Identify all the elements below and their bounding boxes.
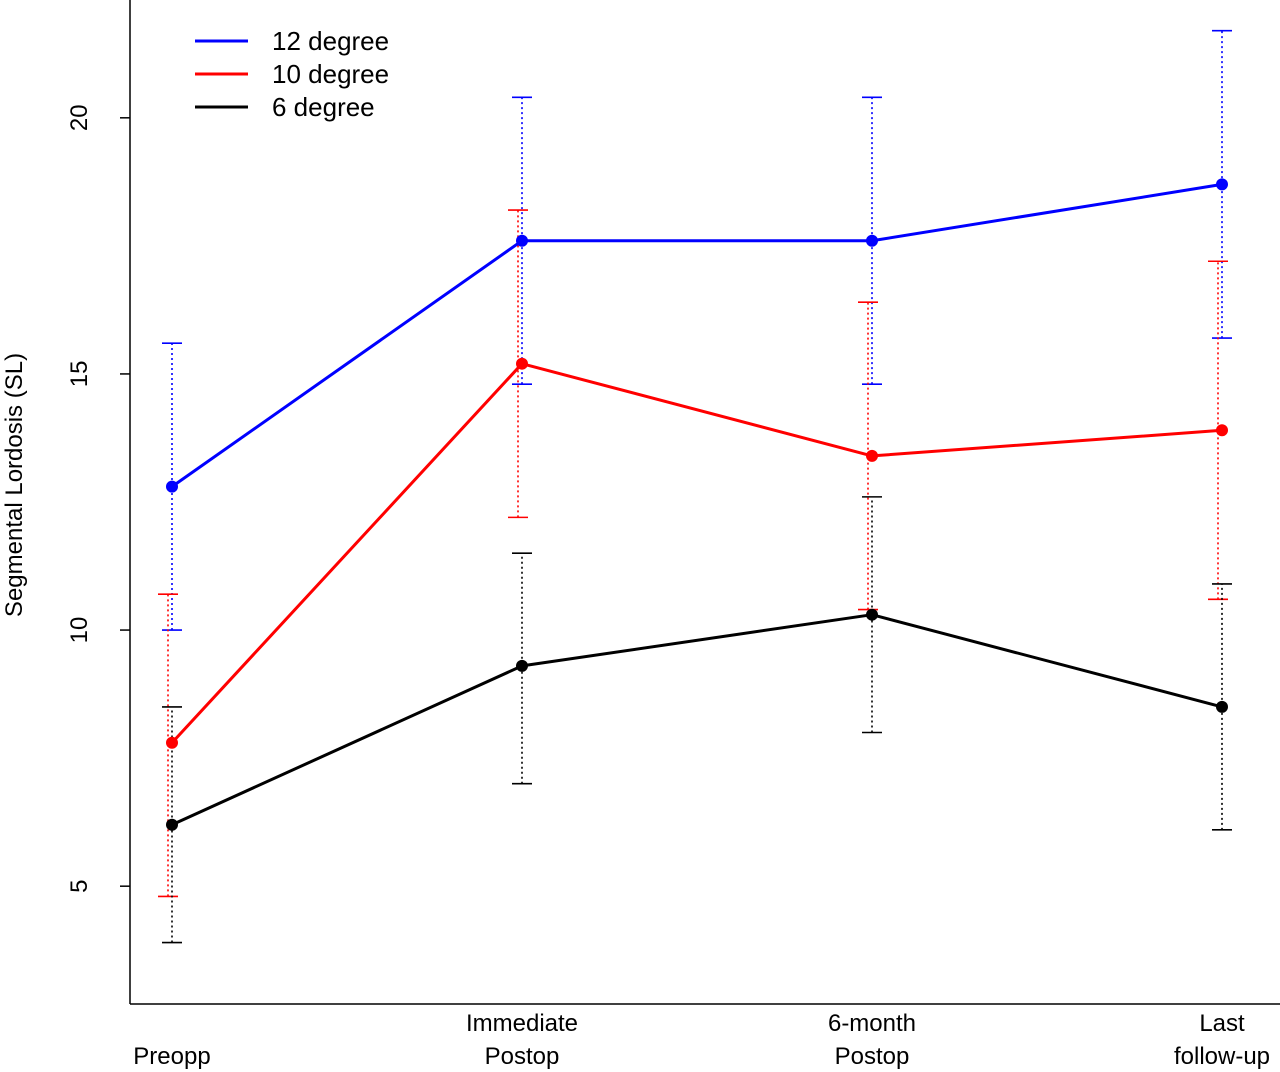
data-point-1-2 bbox=[866, 449, 878, 462]
axes: 5 10 15 20 Preopp Immediate Postop 6-month Posto… bbox=[66, 0, 1280, 1070]
data-points bbox=[166, 178, 1228, 831]
y-axis-label: Segmental Lordosis (SL) bbox=[1, 353, 28, 617]
series-line-1 bbox=[170, 362, 1223, 744]
data-point-2-0 bbox=[166, 818, 178, 831]
x-tick-label: Last bbox=[1199, 1010, 1245, 1037]
y-tick-label-15: 15 bbox=[66, 361, 93, 388]
legend-label: 10 degree bbox=[272, 59, 389, 89]
data-point-0-1 bbox=[516, 234, 528, 247]
error-bar-1-1 bbox=[508, 209, 528, 519]
x-category-1: Immediate Postop bbox=[466, 1010, 578, 1070]
x-category-3: Last follow-up bbox=[1174, 1010, 1270, 1070]
y-tick-label-10: 10 bbox=[66, 617, 93, 644]
error-bar-2-2 bbox=[862, 496, 882, 734]
x-tick-label: Postop bbox=[835, 1043, 910, 1070]
legend-item-0: 12 degree bbox=[195, 26, 389, 56]
legend-label: 12 degree bbox=[272, 26, 389, 56]
data-point-2-1 bbox=[516, 659, 528, 672]
x-category-0: Preopp bbox=[133, 1043, 210, 1070]
series-line-2 bbox=[171, 613, 1223, 827]
legend-label: 6 degree bbox=[272, 92, 375, 122]
series-line-0 bbox=[171, 182, 1223, 488]
error-bar-0-3 bbox=[1212, 29, 1232, 339]
data-point-0-2 bbox=[866, 234, 878, 247]
data-point-0-3 bbox=[1216, 178, 1228, 191]
x-tick-label: Immediate bbox=[466, 1010, 578, 1037]
data-point-1-0 bbox=[166, 736, 178, 749]
error-bar-2-3 bbox=[1212, 583, 1232, 831]
error-bar-0-0 bbox=[162, 342, 182, 631]
x-tick-label: 6-month bbox=[828, 1010, 916, 1037]
x-tick-label: follow-up bbox=[1174, 1043, 1270, 1070]
y-tick-label-5: 5 bbox=[66, 880, 93, 893]
data-point-2-2 bbox=[866, 608, 878, 621]
legend-item-2: 6 degree bbox=[195, 92, 375, 122]
error-bar-1-3 bbox=[1208, 260, 1228, 601]
error-bar-0-2 bbox=[862, 96, 882, 385]
data-point-1-3 bbox=[1216, 424, 1228, 437]
error-bars bbox=[158, 29, 1232, 944]
series-lines bbox=[170, 182, 1223, 827]
x-category-2: 6-month Postop bbox=[828, 1010, 916, 1070]
x-tick-label: Postop bbox=[485, 1043, 560, 1070]
data-point-0-0 bbox=[166, 480, 178, 493]
y-tick-label-20: 20 bbox=[66, 104, 93, 131]
data-point-1-1 bbox=[516, 357, 528, 370]
legend-item-1: 10 degree bbox=[195, 59, 389, 89]
x-tick-label: Preopp bbox=[133, 1043, 210, 1070]
data-point-2-3 bbox=[1216, 700, 1228, 713]
error-bar-0-1 bbox=[512, 96, 532, 385]
